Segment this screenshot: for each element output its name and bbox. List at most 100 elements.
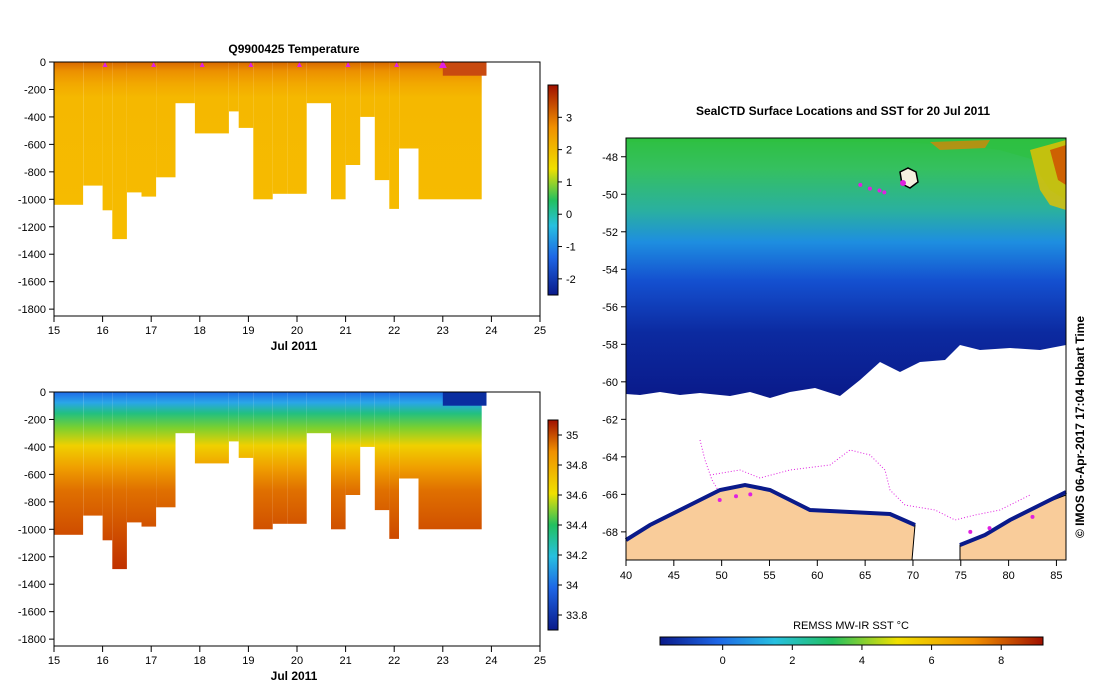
profile-cell xyxy=(389,392,399,539)
profile-cell xyxy=(194,62,210,134)
profile-cell xyxy=(287,392,307,524)
profile-cell xyxy=(102,62,113,211)
profile-cell xyxy=(126,62,142,193)
x-tick-label: 21 xyxy=(339,655,351,667)
salinity-x-axis: 15 16 17 18 19 20 21 22 23 24 25 xyxy=(48,646,546,667)
x-tick-label: 23 xyxy=(437,325,449,337)
x-tick-label: 18 xyxy=(194,655,206,667)
x-tick-label: 16 xyxy=(96,655,108,667)
profile-cell xyxy=(389,62,399,209)
temperature-x-axis: 15 16 17 18 19 20 21 22 23 24 25 xyxy=(48,316,546,337)
seal-surface-locations xyxy=(717,182,1035,534)
sst-hot-strip xyxy=(930,140,990,150)
map-frame xyxy=(625,137,1067,561)
colorbar-tick-label: -2 xyxy=(566,274,576,286)
x-tick-label: 18 xyxy=(194,325,206,337)
x-tick-label: 25 xyxy=(534,325,546,337)
profile-cell xyxy=(209,62,229,134)
y-tick-label: 0 xyxy=(40,387,46,399)
lon-tick-label: 55 xyxy=(763,570,775,582)
profile-marker xyxy=(394,62,400,67)
salinity-x-label: Jul 2011 xyxy=(271,669,318,683)
profile-cell xyxy=(345,62,361,165)
x-tick-label: 22 xyxy=(388,325,400,337)
lat-tick-label: -58 xyxy=(602,339,618,351)
profile-marker xyxy=(199,62,205,67)
lat-tick-label: -60 xyxy=(602,377,618,389)
x-tick-label: 22 xyxy=(388,655,400,667)
salinity-colorbar-ticks: 35 34.8 34.6 34.4 34.2 34 33.8 xyxy=(558,430,587,622)
profile-cell xyxy=(442,392,487,406)
lon-tick-label: 75 xyxy=(955,570,967,582)
map-lon-axis: 40 45 50 55 60 65 70 75 80 85 xyxy=(620,560,1063,582)
profile-cell xyxy=(229,62,239,112)
lat-tick-label: -50 xyxy=(602,189,618,201)
lat-tick-label: -62 xyxy=(602,414,618,426)
x-tick-label: 17 xyxy=(145,655,157,667)
x-tick-label: 15 xyxy=(48,325,60,337)
x-tick-label: 19 xyxy=(242,655,254,667)
seal-location-point xyxy=(1030,514,1035,519)
profile-cell xyxy=(331,62,346,200)
salinity-profiles xyxy=(54,392,487,570)
x-tick-label: 16 xyxy=(96,325,108,337)
lat-tick-label: -64 xyxy=(602,452,618,464)
profile-cell xyxy=(238,392,254,458)
temperature-title: Q9900425 Temperature xyxy=(228,42,360,56)
y-tick-label: -800 xyxy=(24,167,46,179)
temperature-chart: Q9900425 Temperature 0 -200 -400 -600 -800 -1… xyxy=(18,42,576,353)
seal-location-point xyxy=(858,182,863,187)
profile-cell xyxy=(229,392,239,442)
profile-cell xyxy=(112,392,127,570)
x-tick-label: 23 xyxy=(437,655,449,667)
salinity-colorbar xyxy=(547,419,559,631)
sst-colorbar-tick-label: 8 xyxy=(998,655,1004,667)
sst-colorbar-tick-label: 4 xyxy=(859,655,865,667)
profile-cell xyxy=(272,62,288,194)
y-tick-label: -1400 xyxy=(18,579,46,591)
temperature-colorbar-ticks: 3 2 1 0 -1 -2 xyxy=(558,112,576,286)
colorbar-tick-label: 34 xyxy=(566,580,578,592)
profile-cell xyxy=(360,392,375,447)
colorbar-tick-label: 34.4 xyxy=(566,520,587,532)
y-tick-label: -800 xyxy=(24,497,46,509)
profile-cell xyxy=(253,62,273,200)
lon-tick-label: 65 xyxy=(859,570,871,582)
sst-colorbar-tick-label: 2 xyxy=(789,655,795,667)
profile-cell xyxy=(253,392,273,530)
seal-location-point xyxy=(987,526,992,531)
lon-tick-label: 60 xyxy=(811,570,823,582)
y-tick-label: -200 xyxy=(24,414,46,426)
profile-marker xyxy=(296,62,302,67)
lat-tick-label: -54 xyxy=(602,264,618,276)
colorbar-tick-label: 35 xyxy=(566,430,578,442)
profile-markers xyxy=(102,60,447,68)
profile-marker xyxy=(102,62,108,67)
lat-tick-label: -52 xyxy=(602,227,618,239)
seal-location-point xyxy=(867,186,872,191)
x-tick-label: 25 xyxy=(534,655,546,667)
seal-location-point xyxy=(734,494,738,499)
lon-tick-label: 40 xyxy=(620,570,632,582)
y-tick-label: -1800 xyxy=(18,634,46,646)
profile-cell xyxy=(83,62,103,186)
map-lat-axis: -48 -50 -52 -54 -56 -58 -60 -62 -64 -66 -68 xyxy=(602,152,626,539)
profile-cell xyxy=(360,62,375,117)
profile-cell xyxy=(331,392,346,530)
seal-location-point xyxy=(748,492,753,497)
y-tick-label: -1000 xyxy=(18,194,46,206)
profile-cell xyxy=(141,392,157,527)
profile-marker xyxy=(345,62,351,67)
profile-cell xyxy=(272,392,288,524)
profile-cell xyxy=(194,392,210,464)
profile-cell xyxy=(374,62,390,181)
island-marker xyxy=(900,180,906,186)
sst-field xyxy=(626,138,1066,398)
colorbar-tick-label: 0 xyxy=(566,209,572,221)
profile-cell xyxy=(306,392,331,434)
y-tick-label: -1200 xyxy=(18,552,46,564)
sst-map: SealCTD Surface Locations and SST for 20… xyxy=(602,104,1087,667)
x-tick-label: 17 xyxy=(145,325,157,337)
y-tick-label: -1400 xyxy=(18,249,46,261)
